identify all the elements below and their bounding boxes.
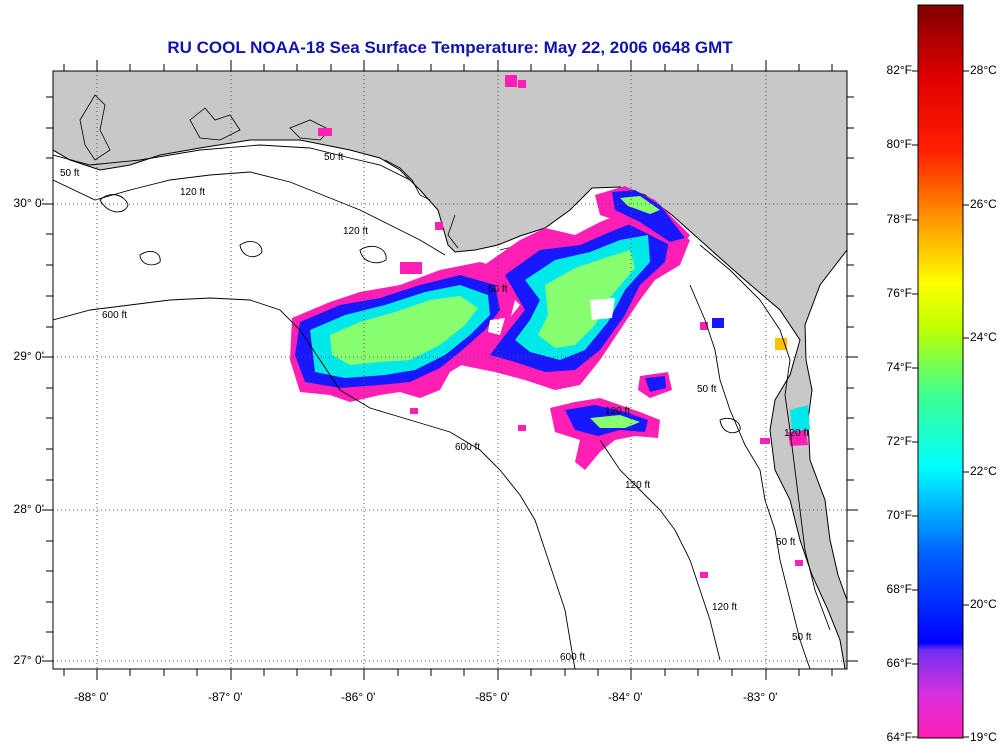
svg-text:50 ft: 50 ft xyxy=(488,284,508,295)
colorbar-label-80f: 80°F xyxy=(886,137,912,151)
lon-label-84: -84° 0' xyxy=(608,690,643,704)
colorbar-label-26c: 26°C xyxy=(970,197,997,211)
colorbar-label-20c: 20°C xyxy=(970,597,997,611)
svg-text:120 ft: 120 ft xyxy=(784,428,809,439)
land-north xyxy=(53,71,847,669)
contour-label-50ft: 50 ft xyxy=(60,168,80,179)
colorbar-label-74f: 74°F xyxy=(886,360,912,374)
svg-text:120 ft: 120 ft xyxy=(712,602,737,613)
colorbar-label-78f: 78°F xyxy=(886,212,912,226)
contour-label-600ft: 600 ft xyxy=(102,310,127,321)
colorbar-label-70f: 70°F xyxy=(886,508,912,522)
colorbar-label-66f: 66°F xyxy=(886,656,912,670)
colorbar-label-28c: 28°C xyxy=(970,63,997,77)
lon-label-88: -88° 0' xyxy=(74,690,109,704)
colorbar-label-76f: 76°F xyxy=(886,286,912,300)
colorbar xyxy=(917,4,964,739)
lat-label-27: 27° 0' xyxy=(13,653,44,667)
lon-label-83: -83° 0' xyxy=(743,690,778,704)
sst-patch-east-green xyxy=(538,250,635,348)
map-title: RU COOL NOAA-18 Sea Surface Temperature:… xyxy=(167,38,733,57)
svg-text:120 ft: 120 ft xyxy=(343,226,368,237)
svg-text:120 ft: 120 ft xyxy=(625,480,650,491)
graticule xyxy=(53,71,847,669)
colorbar-label-72f: 72°F xyxy=(886,434,912,448)
colorbar-label-82f: 82°F xyxy=(886,63,912,77)
svg-text:120 ft: 120 ft xyxy=(605,406,630,417)
lon-label-86: -86° 0' xyxy=(341,690,376,704)
contour-label-120ft: 120 ft xyxy=(180,187,205,198)
sst-patch-west-green xyxy=(330,296,478,365)
lat-label-29: 29° 0' xyxy=(13,349,44,363)
colorbar-label-64f: 64°F xyxy=(886,730,912,744)
colorbar-label-24c: 24°C xyxy=(970,330,997,344)
svg-text:600 ft: 600 ft xyxy=(455,442,480,453)
colorbar-label-22c: 22°C xyxy=(970,464,997,478)
bathymetry-contours xyxy=(53,144,831,669)
lon-label-87: -87° 0' xyxy=(208,690,243,704)
lon-label-85: -85° 0' xyxy=(475,690,510,704)
svg-text:50 ft: 50 ft xyxy=(324,152,344,163)
svg-text:50 ft: 50 ft xyxy=(776,537,796,548)
map-frame xyxy=(52,70,848,670)
svg-text:50 ft: 50 ft xyxy=(697,384,717,395)
lat-label-30: 30° 0' xyxy=(13,196,44,210)
map-ticks xyxy=(42,60,858,680)
colorbar-ticks xyxy=(912,70,969,738)
colorbar-label-68f: 68°F xyxy=(886,582,912,596)
sst-data-layer xyxy=(290,75,810,578)
colorbar-label-19c: 19°C xyxy=(970,730,997,744)
svg-text:50 ft: 50 ft xyxy=(792,632,812,643)
svg-text:600 ft: 600 ft xyxy=(560,652,585,663)
lat-label-28: 28° 0' xyxy=(13,502,44,516)
